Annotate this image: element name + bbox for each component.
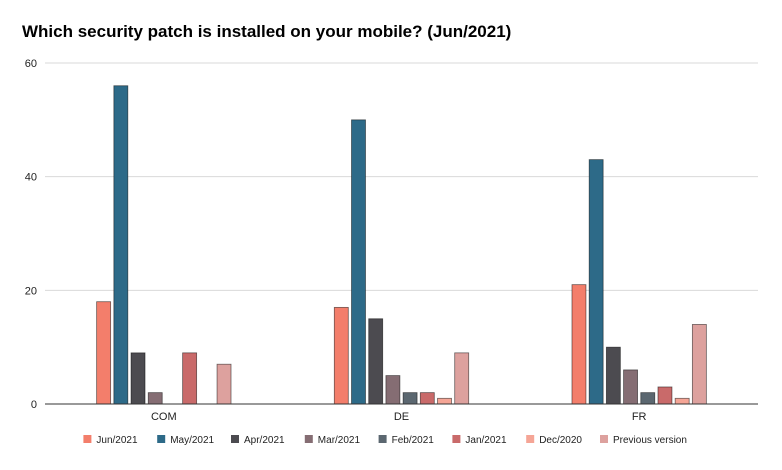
bar-fr-4 [623, 369, 638, 405]
legend-label: Mar/2021 [318, 435, 361, 446]
legend-item: Dec/2020 [526, 435, 582, 446]
legend-item: Mar/2021 [304, 435, 361, 446]
y-tick-label: 0 [31, 399, 37, 411]
bar-fr-3 [605, 346, 621, 405]
bar-com-8 [216, 363, 232, 405]
y-tick-label: 40 [25, 172, 37, 184]
legend-item: May/2021 [157, 435, 215, 446]
bar-de-4 [385, 375, 401, 405]
bar-de-1 [333, 306, 349, 405]
legend-swatch [452, 435, 461, 443]
legend-label: May/2021 [170, 435, 214, 446]
legend-swatch [378, 435, 387, 443]
legend-label: Feb/2021 [392, 435, 435, 446]
y-tick-label: 60 [25, 58, 37, 70]
gridlines [45, 62, 758, 291]
legend-swatch [526, 435, 535, 443]
legend-swatch [304, 435, 313, 443]
legend-label: Jun/2021 [96, 435, 138, 446]
legend-label: Dec/2020 [539, 435, 582, 446]
legend-swatch [83, 435, 92, 443]
bar-com-2 [113, 85, 129, 405]
bar-de-2 [351, 119, 366, 405]
bar-com-6 [182, 352, 198, 405]
y-axis: 0 20 40 60 [25, 58, 37, 411]
bars [96, 85, 707, 405]
bar-de-7 [437, 397, 452, 405]
legend-item: Jun/2021 [83, 435, 138, 446]
legend: Jun/2021 May/2021 Apr/2021 Mar/2021 Feb/2021… [83, 435, 687, 446]
bar-com-4 [147, 392, 163, 405]
bar-de-3 [368, 318, 384, 405]
chart-title: Which security patch is installed on you… [22, 22, 512, 41]
bar-com-3 [130, 352, 146, 405]
bar-fr-2 [588, 159, 604, 405]
bar-fr-1 [571, 284, 587, 405]
legend-label: Jan/2021 [465, 435, 507, 446]
legend-item: Feb/2021 [378, 435, 435, 446]
bar-fr-8 [691, 324, 707, 405]
legend-swatch [231, 435, 239, 443]
legend-label: Apr/2021 [244, 435, 285, 446]
bar-de-5 [402, 392, 418, 405]
legend-item: Jan/2021 [452, 435, 507, 446]
x-axis: COM DE FR [45, 403, 758, 423]
bar-de-6 [419, 392, 435, 405]
bar-de-8 [454, 352, 470, 405]
legend-swatch [600, 435, 608, 443]
bar-fr-7 [674, 397, 690, 405]
x-tick-label: FR [632, 411, 647, 423]
legend-item: Apr/2021 [231, 435, 285, 446]
y-tick-label: 20 [25, 285, 37, 297]
bar-fr-5 [640, 392, 656, 405]
x-tick-label: COM [151, 411, 177, 423]
legend-label: Previous version [613, 435, 687, 446]
legend-item: Previous version [600, 435, 687, 446]
x-tick-label: DE [394, 411, 409, 423]
bar-com-1 [96, 301, 112, 405]
legend-swatch [157, 435, 166, 443]
bar-fr-6 [657, 386, 673, 405]
